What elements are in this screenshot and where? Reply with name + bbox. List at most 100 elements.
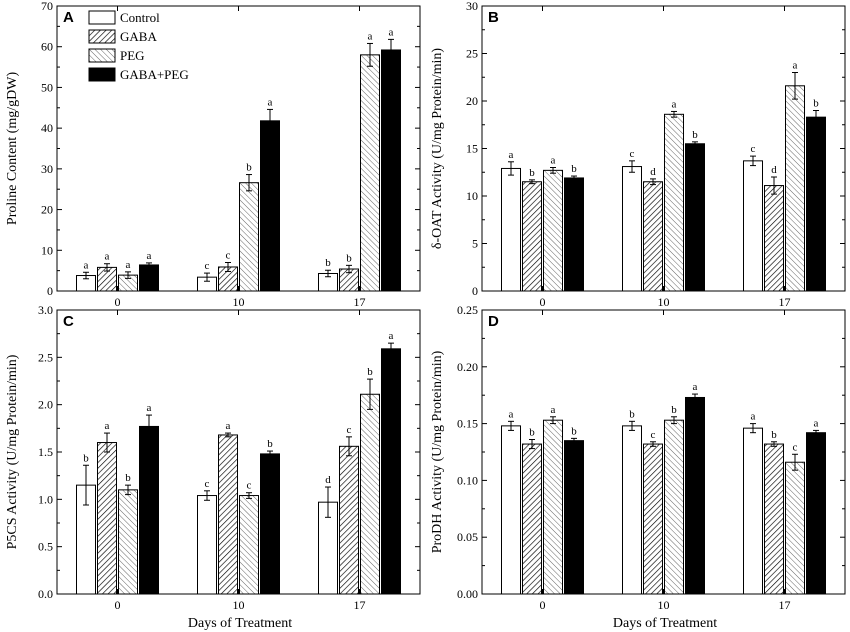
y-tick-label: 2.0 <box>38 398 53 412</box>
significance-letter: a <box>226 420 231 432</box>
x-tick-label: 10 <box>233 295 245 309</box>
bar <box>260 120 280 292</box>
significance-letter: c <box>247 480 252 492</box>
bar <box>543 169 563 292</box>
bar <box>139 425 159 595</box>
panel-letter: C <box>63 313 74 330</box>
x-tick-label: 0 <box>115 295 121 309</box>
significance-letter: c <box>226 250 231 262</box>
panel-c: 0.0 0.5 1.0 1.5 2.0 2.5 3.0 P5CS Activity (U/mg… <box>5 303 421 612</box>
significance-letter: a <box>672 98 677 110</box>
y-tick-label: 10 <box>41 243 53 257</box>
bar <box>743 160 763 292</box>
significance-letter: c <box>793 441 798 453</box>
bar <box>685 143 705 292</box>
legend-swatch <box>88 10 116 25</box>
x-tick-label: 17 <box>354 295 366 309</box>
bar <box>785 461 805 595</box>
significance-letter: b <box>529 167 535 179</box>
significance-letter: b <box>813 98 819 110</box>
y-tick-label: 20 <box>466 94 478 108</box>
y-axis-label: ProDH Activity (U/mg Protein/min) <box>430 350 445 553</box>
y-tick-label: 2.5 <box>38 350 53 364</box>
significance-letter: a <box>814 417 819 429</box>
y-tick-label: 30 <box>41 162 53 176</box>
significance-letter: a <box>147 402 152 414</box>
legend-swatch <box>88 29 116 44</box>
panel-d: 0.00 0.05 0.10 0.15 0.20 0.25 ProDH Activity (… <box>430 303 846 612</box>
bar <box>622 425 642 595</box>
significance-letter: b <box>771 429 777 441</box>
significance-letter: a <box>84 259 89 271</box>
y-tick-label: 10 <box>466 189 478 203</box>
y-tick-label: 70 <box>41 0 53 13</box>
bar <box>522 181 542 292</box>
y-tick-label: 0.00 <box>457 587 478 601</box>
bar <box>239 495 259 595</box>
y-tick-label: 0.5 <box>38 540 53 554</box>
x-axis-label-left: Days of Treatment <box>188 616 292 631</box>
bar <box>522 443 542 595</box>
x-tick-label: 10 <box>658 598 670 612</box>
significance-letter: a <box>147 250 152 262</box>
y-tick-label: 25 <box>466 47 478 61</box>
bar <box>764 443 784 595</box>
x-tick-label: 17 <box>779 598 791 612</box>
significance-letter: d <box>325 474 331 486</box>
y-tick-label: 1.0 <box>38 492 53 506</box>
significance-letter: a <box>368 30 373 42</box>
panel-a: 0 10 20 30 40 50 60 70 Proline Content (mg/gDW) A… <box>5 0 421 309</box>
bar <box>564 177 584 292</box>
x-axis-label-right: Days of Treatment <box>613 616 717 631</box>
panel-b: 0 5 10 15 20 25 30 δ-OAT Activity (U/mg Protein… <box>430 0 846 309</box>
significance-letter: b <box>325 257 331 269</box>
y-tick-label: 0 <box>47 284 53 298</box>
significance-letter: a <box>126 259 131 271</box>
bar <box>664 113 684 292</box>
significance-letter: b <box>571 425 577 437</box>
bar <box>664 419 684 595</box>
significance-letter: b <box>125 472 131 484</box>
bar <box>239 182 259 292</box>
legend-swatch <box>88 48 116 63</box>
bar <box>785 85 805 292</box>
y-tick-label: 0.25 <box>457 303 478 317</box>
significance-letter: c <box>630 148 635 160</box>
x-tick-label: 0 <box>540 598 546 612</box>
bar <box>139 264 159 292</box>
significance-letter: b <box>346 252 352 264</box>
significance-letter: a <box>389 26 394 38</box>
bar <box>501 425 521 595</box>
y-axis-label: Proline Content (mg/gDW) <box>5 72 20 226</box>
significance-letter: a <box>268 96 273 108</box>
significance-letter: a <box>551 404 556 416</box>
significance-letter: d <box>650 166 656 178</box>
legend-entry: Control <box>120 10 160 25</box>
significance-letter: b <box>246 162 252 174</box>
y-tick-label: 1.5 <box>38 445 53 459</box>
legend: Control GABA PEG GABA+PEG <box>88 10 189 82</box>
x-tick-label: 10 <box>658 295 670 309</box>
y-axis-label: P5CS Activity (U/mg Protein/min) <box>5 354 20 549</box>
significance-letter: b <box>83 452 89 464</box>
significance-letter: a <box>509 149 514 161</box>
bar <box>197 495 217 595</box>
significance-letter: a <box>509 408 514 420</box>
legend-entry: PEG <box>120 48 145 63</box>
bar <box>360 393 380 595</box>
significance-letter: c <box>751 143 756 155</box>
panel-letter: A <box>63 9 74 26</box>
y-tick-label: 30 <box>466 0 478 13</box>
significance-letter: a <box>751 411 756 423</box>
bar <box>118 489 138 595</box>
bar <box>381 49 401 292</box>
bar <box>764 185 784 292</box>
bar <box>643 181 663 292</box>
significance-letter: a <box>389 330 394 342</box>
bar <box>381 348 401 595</box>
y-tick-label: 40 <box>41 121 53 135</box>
y-tick-label: 3.0 <box>38 303 53 317</box>
y-tick-label: 0.15 <box>457 417 478 431</box>
